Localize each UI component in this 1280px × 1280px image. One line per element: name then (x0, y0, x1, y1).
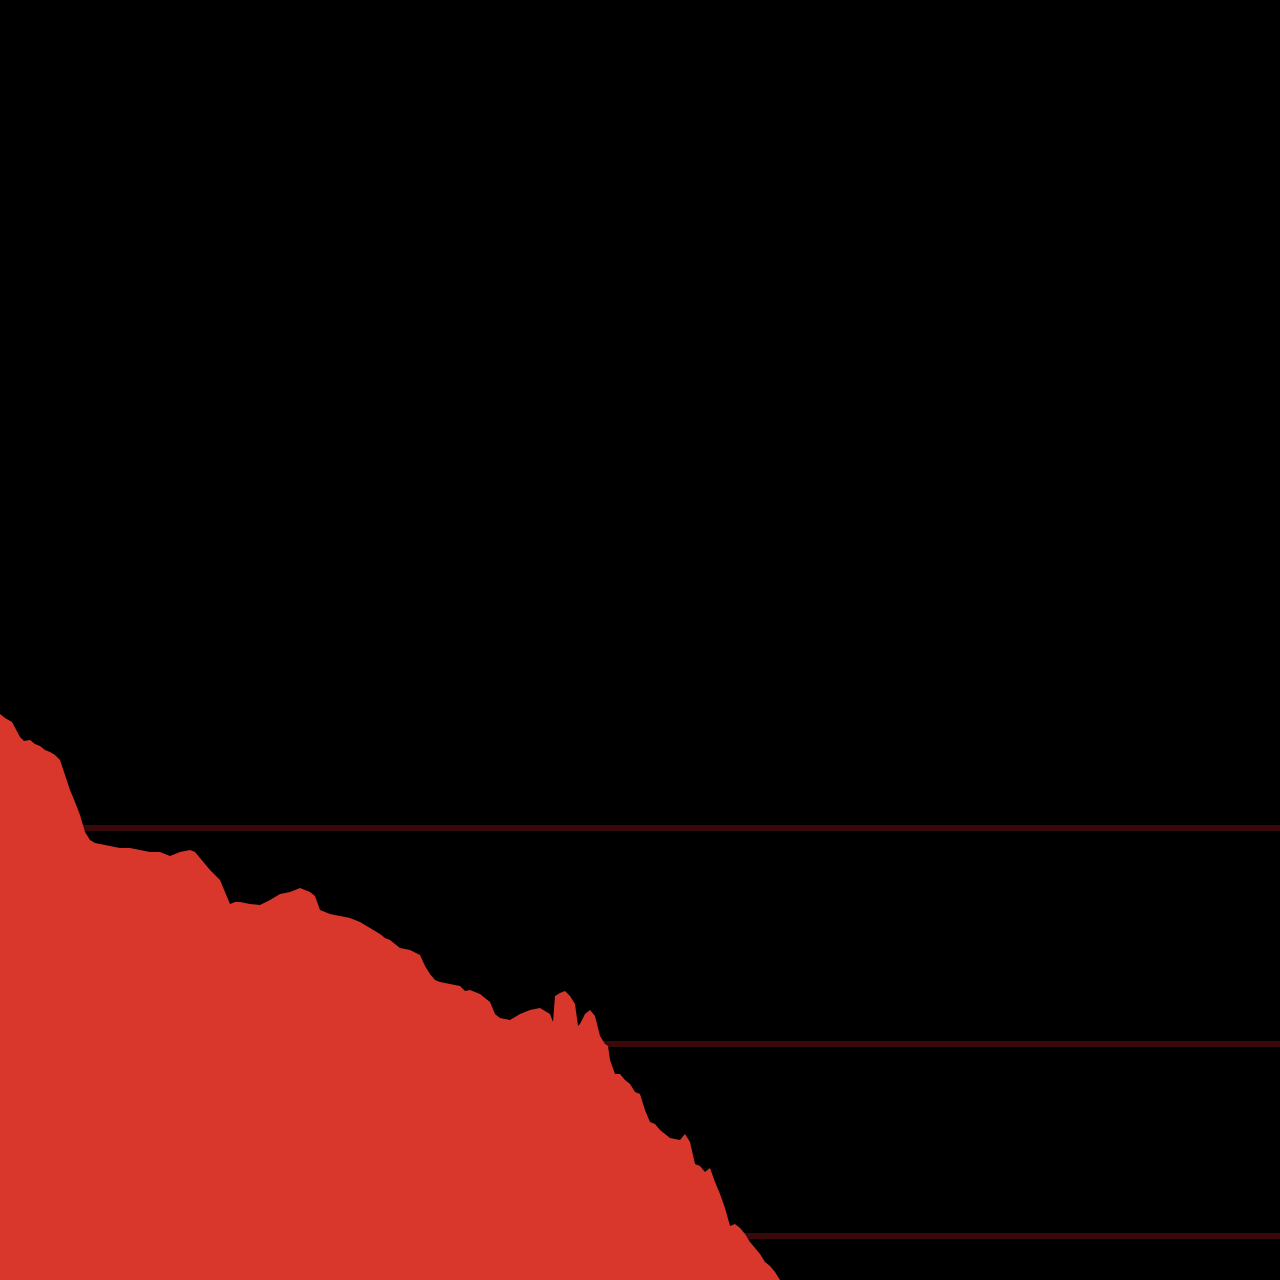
area-series-1 (0, 714, 780, 1280)
